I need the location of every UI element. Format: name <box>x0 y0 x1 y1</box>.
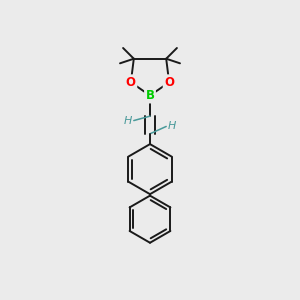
Text: O: O <box>126 76 136 89</box>
Text: O: O <box>164 76 174 89</box>
Text: H: H <box>168 122 176 131</box>
Text: H: H <box>124 116 132 126</box>
Text: B: B <box>146 89 154 102</box>
